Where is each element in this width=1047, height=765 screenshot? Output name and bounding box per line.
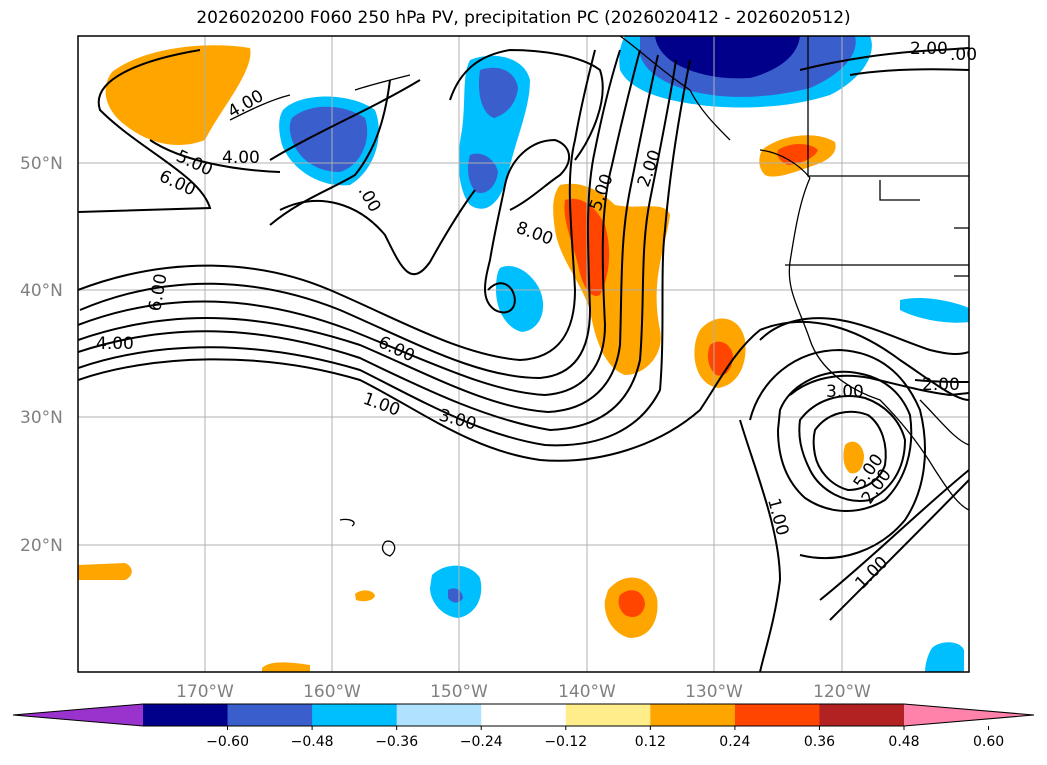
precip-pos-area — [618, 590, 645, 617]
colorbar-tick-label: 0.36 — [804, 734, 835, 750]
map-panel: 4.00 5.00 6.00 4.00 .00 6.00 4.00 8.00 5… — [77, 35, 977, 673]
precip-neg-area — [496, 266, 544, 332]
precip-pos-area — [105, 45, 251, 145]
contour-label: .00 — [950, 45, 977, 65]
precip-neg-area — [289, 106, 368, 172]
contour-label: 4.00 — [222, 148, 260, 168]
precip-pos-area — [78, 563, 132, 580]
precip-pos-area — [262, 662, 310, 672]
colorbar-outline — [12, 703, 1035, 727]
lat-label: 40°N — [20, 281, 63, 301]
lat-label: 20°N — [20, 536, 63, 556]
colorbar-extend-low — [13, 704, 143, 726]
lon-label: 160°W — [303, 682, 361, 702]
precip-neg-area — [655, 36, 800, 79]
colorbar-extend-high — [904, 704, 1034, 726]
contour-label: 2.00 — [922, 375, 960, 395]
lon-label: 120°W — [813, 682, 871, 702]
map-title: 2026020200 F060 250 hPa PV, precipitatio… — [196, 8, 851, 28]
colorbar-segment — [312, 704, 398, 726]
colorbar-tick-label: 0.12 — [635, 734, 666, 750]
colorbar-segment — [227, 704, 313, 726]
colorbar-tick-label: 0.60 — [973, 734, 1004, 750]
colorbar-segment — [819, 704, 905, 726]
lat-axis: 50°N 40°N 30°N 20°N — [20, 154, 63, 556]
colorbar-segment — [143, 704, 229, 726]
precip-neg-area — [900, 297, 969, 323]
precip-neg-area — [478, 67, 518, 118]
colorbar-tick-label: 0.48 — [888, 734, 919, 750]
colorbar-tick-label: −0.48 — [291, 734, 334, 750]
map-frame — [77, 35, 970, 673]
colorbar-tick-label: −0.36 — [375, 734, 418, 750]
lon-label: 130°W — [685, 682, 743, 702]
colorbar-segment — [481, 704, 567, 726]
coastlines — [229, 36, 969, 557]
lat-label: 30°N — [20, 408, 63, 428]
contour-label: 4.00 — [96, 334, 134, 354]
colorbar-segment — [565, 704, 651, 726]
colorbar-segment — [650, 704, 736, 726]
colorbar-tick-label: −0.24 — [460, 734, 503, 750]
lon-axis: 170°W 160°W 150°W 140°W 130°W 120°W — [176, 682, 871, 702]
lat-label: 50°N — [20, 154, 63, 174]
colorbar-segment — [734, 704, 820, 726]
precip-neg-area — [925, 642, 964, 672]
precip-pos-area — [355, 590, 375, 602]
contour-label: 2.00 — [910, 39, 948, 59]
colorbar-tick-label: 0.24 — [719, 734, 750, 750]
lon-label: 170°W — [176, 682, 234, 702]
pv-contours — [78, 47, 969, 672]
lon-label: 150°W — [430, 682, 488, 702]
colorbar: −0.60 −0.48 −0.36 −0.24 −0.12 0.12 0.24 0.36 0.4… — [12, 703, 1035, 750]
precip-pos-area — [843, 441, 864, 474]
colorbar-segment — [396, 704, 482, 726]
colorbar-tick-label: −0.60 — [206, 734, 249, 750]
lon-label: 140°W — [558, 682, 616, 702]
contour-label: 3.00 — [826, 382, 864, 402]
colorbar-tick-label: −0.12 — [544, 734, 587, 750]
